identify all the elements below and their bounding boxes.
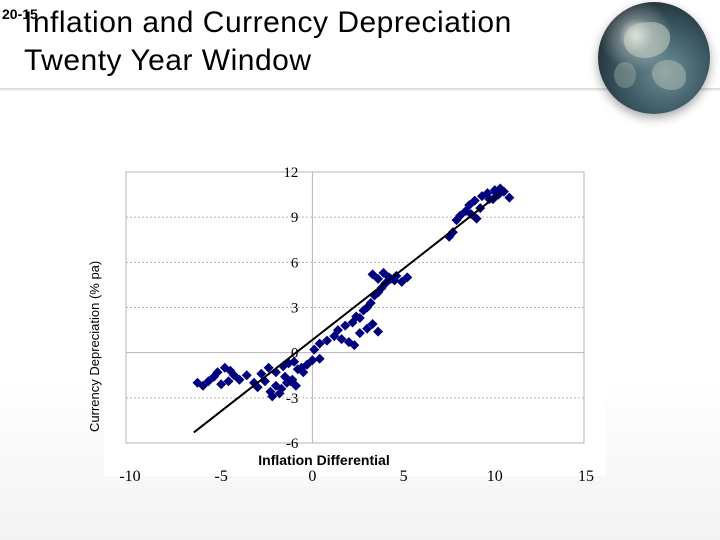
y-tick-label: 6 bbox=[291, 255, 299, 271]
data-point bbox=[332, 325, 343, 336]
data-point bbox=[471, 213, 482, 224]
data-point bbox=[212, 367, 223, 378]
data-point bbox=[351, 311, 362, 322]
y-tick-label: 12 bbox=[283, 165, 298, 181]
y-tick-label: -6 bbox=[286, 436, 299, 452]
data-point bbox=[354, 328, 365, 339]
data-point bbox=[367, 319, 378, 330]
data-point bbox=[336, 334, 347, 345]
data-point bbox=[263, 362, 274, 373]
fit-line bbox=[193, 192, 501, 434]
data-point bbox=[223, 376, 234, 387]
chart-area bbox=[104, 142, 606, 476]
y-tick-label: 3 bbox=[291, 301, 299, 317]
title-divider bbox=[0, 88, 720, 91]
data-point bbox=[219, 362, 230, 373]
data-point bbox=[274, 388, 285, 399]
slide-title-line-1: Inflation and Currency Depreciation bbox=[24, 6, 512, 39]
data-point bbox=[491, 188, 502, 199]
slide-title-line-2: Twenty Year Window bbox=[24, 44, 312, 77]
data-point bbox=[469, 195, 480, 206]
data-point bbox=[447, 227, 458, 238]
data-point bbox=[290, 380, 301, 391]
data-point bbox=[349, 340, 360, 351]
data-point bbox=[234, 374, 245, 385]
x-tick-label: -10 bbox=[119, 468, 140, 485]
data-point bbox=[321, 335, 332, 346]
data-point bbox=[289, 356, 300, 367]
data-point bbox=[314, 338, 325, 349]
data-point bbox=[298, 367, 309, 378]
data-point bbox=[307, 355, 318, 366]
data-point bbox=[216, 379, 227, 390]
y-tick-label: 9 bbox=[291, 210, 299, 226]
data-point bbox=[373, 326, 384, 337]
y-tick-label: -3 bbox=[286, 391, 299, 407]
x-tick-label: 0 bbox=[308, 468, 316, 485]
data-point bbox=[267, 391, 278, 402]
data-point bbox=[365, 297, 376, 308]
data-point bbox=[504, 192, 515, 203]
x-tick-label: 5 bbox=[400, 468, 408, 485]
data-point bbox=[484, 194, 495, 205]
data-point bbox=[309, 344, 320, 355]
x-tick-label: 15 bbox=[578, 468, 594, 485]
x-tick-label: 10 bbox=[487, 468, 503, 485]
data-point bbox=[249, 377, 260, 388]
data-point bbox=[402, 272, 413, 283]
slide-title: Inflation and Currency Depreciation Twen… bbox=[24, 4, 512, 80]
data-point bbox=[340, 320, 351, 331]
data-point bbox=[373, 273, 384, 284]
data-point bbox=[314, 353, 325, 364]
x-tick-label: -5 bbox=[215, 468, 228, 485]
slide-number: 20-15 bbox=[2, 6, 38, 22]
globe-icon bbox=[598, 2, 710, 114]
data-point bbox=[241, 370, 252, 381]
data-point bbox=[256, 368, 267, 379]
x-axis-label: Inflation Differential bbox=[258, 452, 389, 468]
